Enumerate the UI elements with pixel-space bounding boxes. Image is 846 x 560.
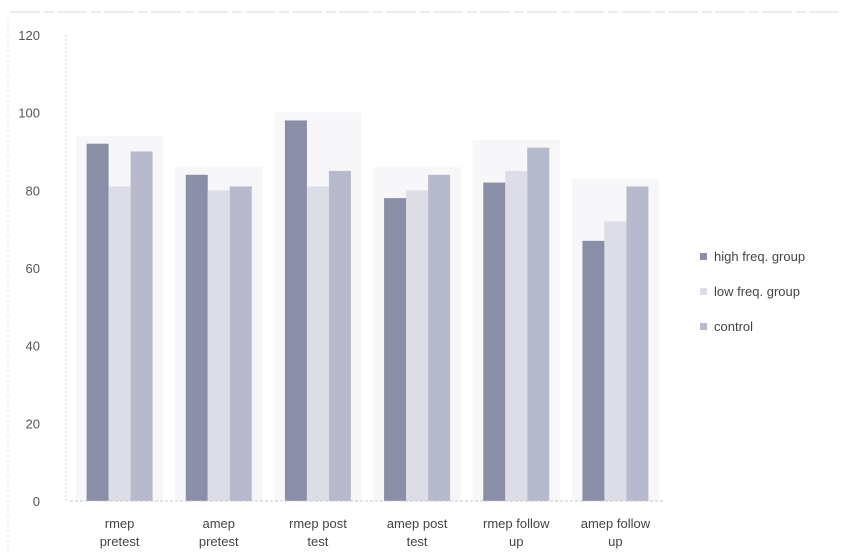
bar bbox=[207, 190, 230, 502]
x-tick-label: amep post bbox=[387, 516, 448, 531]
y-tick-label: 20 bbox=[26, 416, 40, 431]
bars bbox=[76, 112, 659, 502]
bar bbox=[505, 170, 528, 501]
legend-swatch bbox=[700, 323, 707, 330]
bar bbox=[527, 147, 550, 501]
bar bbox=[130, 151, 153, 501]
legend-label: low freq. group bbox=[714, 284, 800, 299]
x-axis: rmep pretest amep pretest rmep post test amep … bbox=[70, 500, 665, 549]
x-tick-label: up bbox=[509, 534, 523, 549]
legend-label: high freq. group bbox=[714, 249, 805, 264]
bar bbox=[328, 170, 351, 501]
x-tick-label: pretest bbox=[199, 534, 239, 549]
bar bbox=[284, 120, 307, 501]
y-tick-label: 0 bbox=[33, 494, 40, 509]
bar bbox=[483, 182, 506, 502]
x-tick-label: test bbox=[407, 534, 428, 549]
bar bbox=[406, 190, 429, 502]
y-tick-label: 40 bbox=[26, 339, 40, 354]
legend-label: control bbox=[714, 319, 753, 334]
bar bbox=[626, 186, 649, 501]
bar bbox=[306, 186, 329, 501]
bar bbox=[185, 174, 208, 502]
bar bbox=[582, 240, 605, 502]
x-tick-label: rmep follow bbox=[483, 516, 550, 531]
bar bbox=[604, 221, 627, 501]
bar bbox=[108, 186, 131, 501]
bar bbox=[384, 198, 407, 501]
legend-swatch bbox=[700, 288, 707, 295]
y-tick-label: 60 bbox=[26, 261, 40, 276]
x-tick-label: rmep bbox=[105, 516, 135, 531]
x-tick-label: up bbox=[608, 534, 622, 549]
x-tick-label: pretest bbox=[100, 534, 140, 549]
x-tick-label: amep bbox=[202, 516, 235, 531]
bar bbox=[428, 174, 451, 502]
y-axis: 0 20 40 60 80 100 120 bbox=[18, 28, 67, 509]
legend-swatch bbox=[700, 253, 707, 260]
x-tick-label: amep follow bbox=[581, 516, 651, 531]
bar bbox=[229, 186, 252, 501]
y-tick-label: 100 bbox=[18, 106, 40, 121]
x-tick-label: test bbox=[307, 534, 328, 549]
y-tick-label: 80 bbox=[26, 183, 40, 198]
legend: high freq. group low freq. group control bbox=[700, 249, 805, 334]
y-tick-label: 120 bbox=[18, 28, 40, 43]
bar bbox=[86, 143, 109, 501]
x-tick-label: rmep post bbox=[289, 516, 347, 531]
